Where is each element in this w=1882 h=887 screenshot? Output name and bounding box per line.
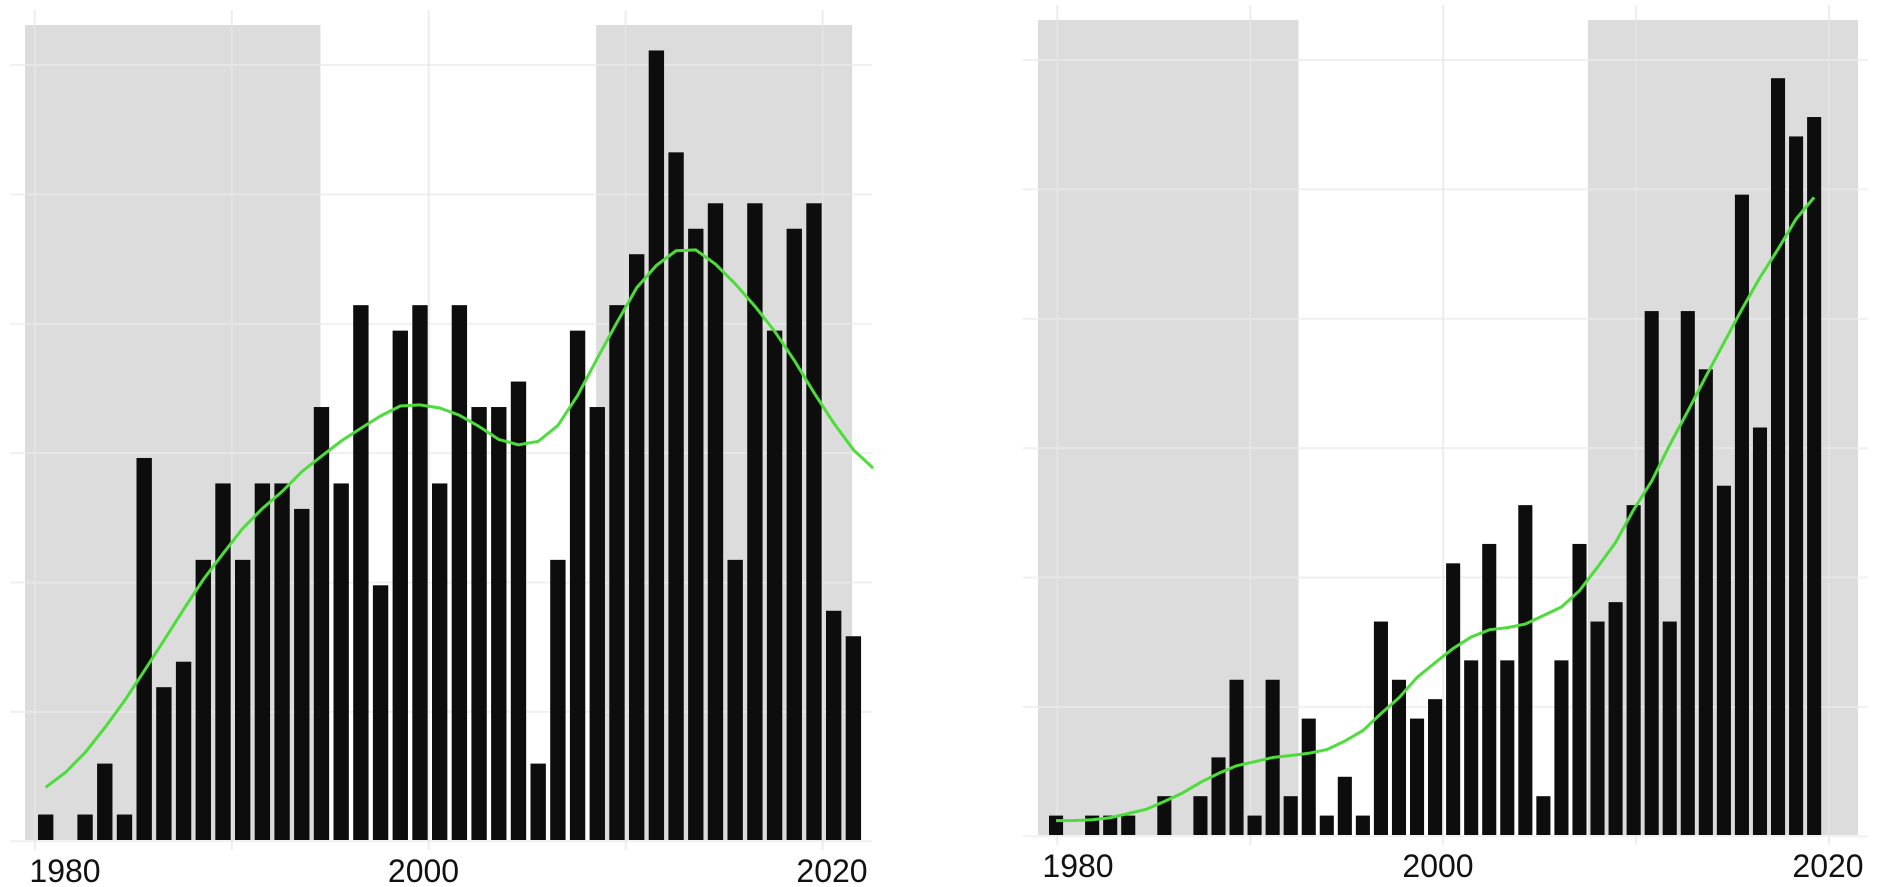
bar	[530, 763, 546, 840]
bar	[215, 483, 231, 840]
trend-line	[44, 248, 875, 789]
bar	[1626, 505, 1641, 835]
bar	[1410, 718, 1425, 835]
bar	[668, 152, 684, 840]
bar	[1752, 427, 1768, 835]
x-tick-label: 1980	[29, 853, 100, 887]
bar	[1500, 660, 1515, 835]
bar	[1337, 776, 1352, 835]
bar	[550, 559, 566, 840]
bar	[136, 457, 152, 840]
bar	[412, 305, 428, 840]
bar	[1301, 718, 1316, 835]
bar	[806, 203, 822, 840]
bar	[353, 305, 369, 840]
bar	[589, 407, 605, 840]
bar	[1103, 815, 1118, 835]
bar	[1734, 194, 1749, 836]
x-tick-label: 1980	[1042, 848, 1113, 884]
chart-panel-1: 1980 2000 2020	[10, 10, 875, 887]
bar	[175, 661, 192, 840]
x-tick-label: 2000	[388, 853, 459, 887]
bar	[707, 203, 724, 840]
bar	[372, 585, 389, 840]
bar	[1157, 796, 1172, 835]
bar	[1283, 796, 1298, 835]
bar	[1446, 563, 1461, 835]
bar	[274, 483, 290, 840]
bar	[1807, 117, 1822, 836]
bar	[1049, 815, 1064, 835]
bar	[1193, 796, 1208, 835]
bar	[1536, 796, 1551, 835]
bar	[688, 228, 704, 840]
bar	[392, 330, 408, 840]
bar	[471, 407, 487, 840]
bar	[786, 228, 802, 840]
bar	[1554, 660, 1569, 835]
bar	[1572, 543, 1587, 835]
trend-line	[1055, 196, 1816, 823]
bar	[1608, 602, 1623, 835]
bar	[629, 254, 645, 840]
bar	[1355, 815, 1370, 835]
shaded-region	[25, 25, 321, 840]
bar	[1518, 505, 1533, 835]
bar	[254, 483, 271, 840]
bar	[1211, 757, 1226, 835]
bar	[432, 483, 448, 840]
bar	[510, 381, 527, 840]
bar	[1373, 621, 1388, 835]
bar	[845, 636, 862, 840]
bar	[1716, 485, 1731, 835]
bar	[1229, 679, 1244, 835]
bar	[1121, 815, 1136, 835]
bar	[38, 814, 54, 840]
bar	[766, 330, 783, 840]
x-tick-label: 2000	[1402, 848, 1473, 884]
bar	[1771, 78, 1786, 835]
bar	[1789, 136, 1804, 835]
bar	[195, 559, 211, 840]
bar	[313, 407, 330, 840]
bar	[1428, 699, 1443, 835]
bar	[1590, 621, 1605, 835]
bar	[491, 407, 507, 840]
shaded-region	[1038, 20, 1299, 835]
gridlines	[10, 10, 872, 850]
bar	[1391, 679, 1407, 835]
bar	[648, 50, 665, 840]
bar	[1464, 660, 1479, 835]
x-tick-label: 2020	[796, 853, 867, 887]
bar	[569, 330, 586, 840]
bar	[333, 483, 349, 840]
bar	[609, 305, 625, 840]
bar	[116, 814, 133, 840]
bar	[97, 763, 113, 840]
bar	[1680, 311, 1695, 836]
bar	[451, 305, 468, 840]
chart-panel-2: 1980 2000 2020	[1023, 5, 1868, 884]
bar	[1644, 311, 1659, 836]
x-tick-label: 2020	[1792, 848, 1863, 884]
bar	[77, 814, 93, 840]
bar	[235, 559, 251, 840]
bar	[1662, 621, 1677, 835]
bar	[727, 559, 743, 840]
bar	[1319, 815, 1334, 835]
bar	[156, 687, 172, 840]
bar	[1482, 543, 1497, 835]
bar	[826, 610, 842, 840]
bar	[294, 508, 310, 840]
bar	[1247, 815, 1262, 835]
bar	[747, 203, 763, 840]
bar	[1698, 369, 1713, 835]
